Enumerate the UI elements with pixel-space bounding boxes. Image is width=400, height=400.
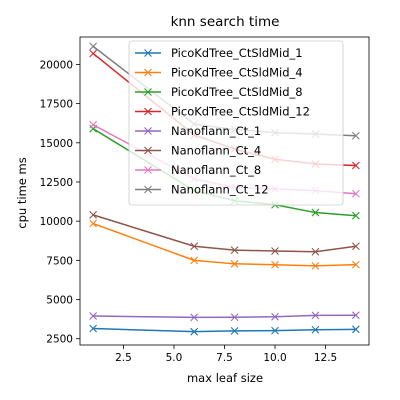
y-tick-label: 10000 — [40, 216, 73, 228]
legend-label: PicoKdTree_CtSldMid_1 — [171, 46, 303, 60]
series-PicoKdTree_CtSldMid_1 — [89, 324, 360, 336]
data-point — [311, 311, 320, 320]
legend-marker — [144, 146, 152, 155]
y-tick-label: 2500 — [46, 334, 73, 346]
data-point — [230, 313, 239, 322]
data-point — [311, 208, 320, 217]
x-axis-ticks: 2.5 5.0 7.5 10.0 12.5 — [115, 345, 337, 364]
data-point — [190, 327, 199, 336]
data-point — [351, 131, 360, 140]
series-line — [92, 214, 356, 253]
legend-items: PicoKdTree_CtSldMid_1 PicoKdTree_CtSldMid… — [135, 46, 310, 197]
legend: PicoKdTree_CtSldMid_1 PicoKdTree_CtSldMid… — [128, 40, 344, 206]
legend-entry: PicoKdTree_CtSldMid_1 — [135, 46, 303, 60]
data-point — [89, 324, 98, 333]
x-axis-label: max leaf size — [187, 371, 263, 385]
legend-entry: PicoKdTree_CtSldMid_4 — [135, 66, 303, 80]
data-point — [89, 49, 98, 58]
legend-marker — [144, 49, 152, 57]
x-tick-label: 10.0 — [263, 352, 286, 364]
legend-entry: Nanoflann_Ct_12 — [135, 183, 269, 197]
data-point — [89, 312, 98, 320]
chart-title: knn search time — [171, 14, 280, 30]
x-tick-label: 7.5 — [216, 352, 233, 364]
series-PicoKdTree_CtSldMid_4 — [89, 219, 360, 270]
legend-label: Nanoflann_Ct_1 — [171, 124, 261, 138]
data-point — [230, 259, 239, 268]
y-tick-label: 17500 — [40, 99, 73, 111]
data-point — [351, 260, 360, 269]
legend-label: PicoKdTree_CtSldMid_8 — [171, 85, 303, 99]
data-point — [190, 256, 199, 265]
data-point — [271, 326, 279, 335]
data-point — [230, 327, 239, 335]
y-tick-label: 15000 — [40, 138, 73, 150]
legend-marker — [144, 68, 152, 77]
data-point — [351, 325, 360, 334]
data-point — [311, 261, 320, 270]
legend-entry: Nanoflann_Ct_1 — [135, 124, 261, 138]
legend-marker — [144, 107, 152, 116]
x-tick-label: 12.5 — [314, 352, 337, 364]
y-tick-label: 7500 — [46, 255, 73, 267]
y-tick-label: 20000 — [40, 59, 73, 71]
data-point — [271, 312, 279, 321]
legend-marker — [144, 88, 152, 96]
data-point — [190, 313, 199, 322]
legend-entry: Nanoflann_Ct_8 — [135, 163, 261, 177]
data-point — [351, 211, 360, 220]
series-Nanoflann_Ct_4 — [89, 211, 360, 256]
data-point — [351, 189, 360, 198]
y-tick-label: 12500 — [40, 177, 73, 189]
series-line — [93, 327, 356, 333]
legend-marker — [144, 127, 152, 135]
x-tick-label: 5.0 — [166, 352, 183, 364]
series-line — [92, 222, 356, 267]
data-point — [351, 311, 360, 320]
x-tick-label: 2.5 — [115, 352, 132, 364]
legend-label: PicoKdTree_CtSldMid_4 — [171, 66, 303, 80]
legend-marker — [144, 185, 152, 194]
legend-label: Nanoflann_Ct_4 — [171, 144, 261, 158]
series-line — [93, 314, 356, 319]
legend-label: Nanoflann_Ct_12 — [171, 183, 269, 197]
y-axis-ticks: 2500 5000 7500 10000 12500 15000 17500 20000 — [40, 59, 80, 346]
data-point — [311, 325, 320, 334]
data-point — [351, 161, 360, 170]
series-Nanoflann_Ct_1 — [89, 311, 360, 322]
data-point — [230, 246, 239, 255]
data-point — [311, 247, 320, 256]
legend-marker — [144, 166, 152, 174]
data-point — [190, 242, 199, 251]
data-point — [271, 260, 279, 269]
legend-entry: PicoKdTree_CtSldMid_8 — [135, 85, 303, 99]
legend-label: PicoKdTree_CtSldMid_12 — [171, 105, 310, 119]
legend-box — [128, 40, 344, 206]
data-point — [89, 120, 98, 129]
data-point — [89, 211, 98, 219]
data-point — [89, 219, 98, 228]
y-tick-label: 5000 — [46, 295, 73, 307]
data-point — [89, 42, 98, 51]
legend-entry: Nanoflann_Ct_4 — [135, 144, 261, 158]
y-axis-label: cpu time ms — [15, 157, 29, 228]
data-point — [351, 242, 360, 251]
data-point — [271, 247, 279, 255]
legend-entry: PicoKdTree_CtSldMid_12 — [135, 105, 310, 119]
legend-label: Nanoflann_Ct_8 — [171, 163, 261, 177]
